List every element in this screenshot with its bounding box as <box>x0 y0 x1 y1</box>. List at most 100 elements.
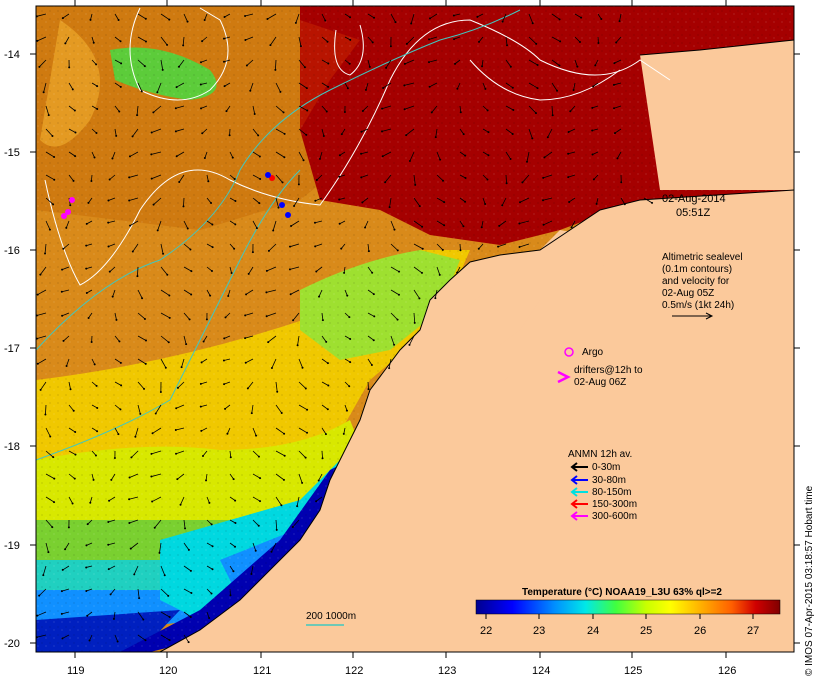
velocity-vector <box>367 335 374 341</box>
velocity-vector-head <box>38 594 41 597</box>
velocity-vector-head <box>324 19 327 22</box>
velocity-vector <box>160 36 168 46</box>
velocity-vector-head <box>225 110 228 113</box>
velocity-vector-head <box>536 63 539 66</box>
velocity-vector <box>272 220 277 231</box>
velocity-vector <box>499 220 507 227</box>
velocity-vector <box>114 36 121 42</box>
velocity-vector <box>505 105 514 111</box>
velocity-vector-head <box>164 366 167 369</box>
velocity-vector <box>344 36 351 41</box>
credit-text: © IMOS 07-Apr-2015 03:18:57 Hobart time <box>804 485 815 676</box>
velocity-vector <box>321 404 329 410</box>
velocity-vector <box>160 13 170 20</box>
velocity-vector <box>389 197 392 208</box>
velocity-vector-head <box>128 522 131 525</box>
velocity-vector-head <box>51 526 54 529</box>
velocity-vector-head <box>487 131 490 134</box>
velocity-vector-head <box>96 107 99 110</box>
velocity-vector-head <box>62 247 65 250</box>
velocity-vector <box>289 266 300 270</box>
velocity-vector <box>129 151 139 157</box>
velocity-vector <box>45 496 55 503</box>
velocity-vector <box>155 404 162 414</box>
velocity-vector-head <box>481 65 484 68</box>
anmn-item: 300-600m <box>570 511 637 522</box>
velocity-vector <box>571 220 576 228</box>
velocity-vector-head <box>612 83 615 86</box>
velocity-vector <box>137 82 143 92</box>
lon-tick-label: 119 <box>67 665 85 677</box>
velocity-vector-head <box>338 175 341 178</box>
velocity-vector-head <box>65 226 68 229</box>
velocity-vector-head <box>36 293 39 296</box>
velocity-vector-head <box>168 18 171 21</box>
velocity-vector-head <box>68 66 71 69</box>
velocity-vector-head <box>107 568 110 571</box>
velocity-vector-head <box>518 245 521 248</box>
velocity-vector <box>410 13 415 24</box>
velocity-vector-head <box>38 65 41 68</box>
velocity-vector <box>226 105 231 112</box>
velocity-vector-head <box>85 267 88 270</box>
velocity-vector-head <box>418 297 421 300</box>
velocity-vector-head <box>364 226 367 229</box>
velocity-vector-head <box>47 114 50 117</box>
velocity-vector-head <box>87 316 90 319</box>
velocity-vector-head <box>434 136 437 139</box>
velocity-vector <box>592 105 599 109</box>
velocity-vector-head <box>521 181 524 184</box>
velocity-vectors <box>36 13 654 644</box>
velocity-vector-head <box>143 317 146 320</box>
velocity-vector-head <box>118 110 121 113</box>
velocity-vector-head <box>119 408 122 411</box>
velocity-vector-head <box>189 616 192 619</box>
velocity-vector-head <box>64 42 67 45</box>
velocity-vector-head <box>297 183 300 186</box>
velocity-vector-head <box>230 272 233 275</box>
map-frame <box>35 5 795 653</box>
velocity-vector-head <box>53 501 56 504</box>
velocity-vector-head <box>108 270 111 273</box>
velocity-vector-head <box>267 341 270 344</box>
velocity-vector <box>405 128 415 136</box>
velocity-vector <box>615 36 622 43</box>
velocity-vector-head <box>338 222 341 225</box>
velocity-vector-head <box>85 292 88 295</box>
velocity-vector-head <box>234 223 237 226</box>
velocity-vector <box>109 174 116 180</box>
velocity-vector-head <box>501 20 504 23</box>
velocity-vector <box>91 358 96 365</box>
velocity-vector-head <box>511 132 514 135</box>
velocity-vector <box>176 404 185 409</box>
velocity-vector <box>413 312 416 323</box>
velocity-vector <box>206 519 212 525</box>
velocity-vector-head <box>279 90 282 93</box>
svg-text:150-300m: 150-300m <box>592 499 637 510</box>
velocity-vector <box>129 220 139 226</box>
velocity-vector-head <box>108 178 111 181</box>
velocity-vector <box>505 128 513 135</box>
velocity-vector-head <box>222 359 225 362</box>
svg-text:30-80m: 30-80m <box>592 475 626 486</box>
velocity-vector <box>568 174 576 178</box>
velocity-vector <box>91 128 97 134</box>
velocity-vector <box>86 266 93 270</box>
velocity-vector-head <box>210 523 213 526</box>
velocity-vector-head <box>199 83 202 86</box>
velocity-vector-head <box>222 60 225 63</box>
velocity-vector <box>200 381 208 385</box>
velocity-vector <box>542 197 553 201</box>
velocity-vector-head <box>187 548 190 551</box>
velocity-vector-head <box>93 363 96 366</box>
velocity-vector-head <box>150 177 153 180</box>
colorbar-tick: 22 <box>480 625 492 637</box>
velocity-vector-head <box>258 202 261 205</box>
velocity-vector-head <box>166 43 169 46</box>
velocity-vector-head <box>246 387 249 390</box>
velocity-vector-head <box>128 155 131 158</box>
velocity-vector-head <box>210 270 213 273</box>
velocity-vector-head <box>542 176 545 179</box>
velocity-vector-head <box>459 249 462 252</box>
velocity-vector <box>109 266 116 272</box>
